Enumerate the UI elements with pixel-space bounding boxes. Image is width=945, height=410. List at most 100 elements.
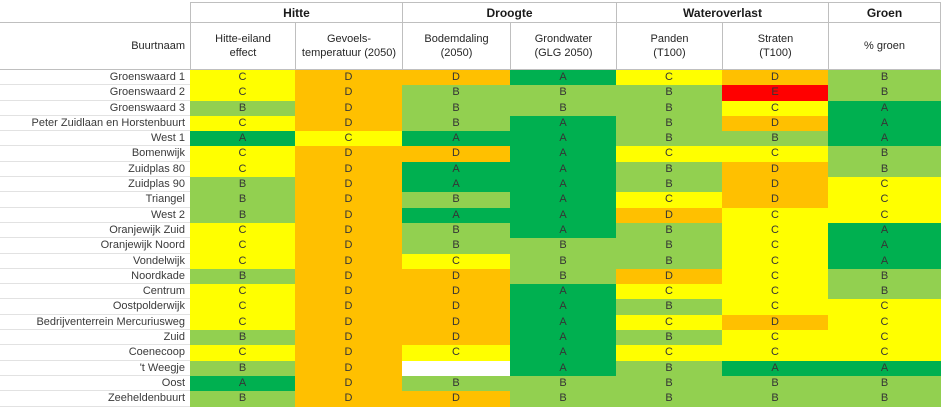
table-row: Bomenwijk C D D A C C B: [0, 146, 941, 162]
row-label-buurtnaam: Oranjewijk Noord: [0, 238, 190, 254]
grade-cell: D: [295, 238, 402, 254]
grade-cell: C: [616, 192, 722, 208]
grade-cell: B: [510, 100, 616, 116]
grade-cell: D: [616, 207, 722, 223]
grade-cell: B: [190, 330, 295, 346]
grade-cell: D: [295, 192, 402, 208]
table-row: Zuid B D D A B C C: [0, 330, 941, 346]
grade-cell: C: [828, 192, 941, 208]
row-label-buurtnaam: Bedrijventerrein Mercuriusweg: [0, 315, 190, 331]
grade-cell: A: [828, 222, 941, 239]
table-row: Zeeheldenbuurt B D D B B B B: [0, 391, 941, 407]
row-label-buurtnaam: Bomenwijk: [0, 146, 190, 162]
grade-cell: A: [510, 345, 616, 361]
grade-cell: B: [510, 253, 616, 269]
grade-cell: C: [190, 222, 295, 239]
grade-cell: B: [616, 299, 722, 315]
column-header-bodemdaling: Bodemdaling (2050): [402, 23, 510, 69]
table-row: Peter Zuidlaan en Horstenbuurt C D B A B D A: [0, 115, 941, 132]
grade-cell: A: [828, 238, 941, 254]
grade-cell: C: [190, 299, 295, 315]
row-label-buurtnaam: West 1: [0, 131, 190, 147]
grade-cell: D: [295, 391, 402, 407]
grade-cell: B: [828, 284, 941, 300]
grade-cell: D: [722, 177, 828, 193]
grade-cell: D: [722, 192, 828, 208]
grade-cell: A: [510, 284, 616, 300]
grade-cell: D: [722, 314, 828, 331]
grade-cell: C: [190, 70, 295, 86]
header-group-droogte: Droogte: [402, 2, 616, 23]
grade-cell: A: [722, 360, 828, 376]
grade-cell: B: [510, 375, 616, 392]
grade-cell: B: [722, 391, 828, 407]
grade-cell: C: [828, 314, 941, 331]
grade-cell: B: [616, 161, 722, 178]
grade-cell: A: [402, 131, 510, 147]
row-label-buurtnaam: Groenswaard 1: [0, 70, 190, 86]
table-row: Zuidplas 90 B D A A B D C: [0, 177, 941, 193]
row-label-buurtnaam: Coenecoop: [0, 345, 190, 361]
grade-cell: D: [295, 177, 402, 193]
grade-cell: C: [722, 207, 828, 223]
grade-cell: D: [402, 299, 510, 315]
grade-cell: C: [295, 131, 402, 147]
grade-cell: C: [722, 345, 828, 361]
grade-cell: C: [190, 238, 295, 254]
grade-cell: A: [402, 161, 510, 178]
table-row: Oranjewijk Zuid C D B A B C A: [0, 222, 941, 239]
row-label-buurtnaam: Triangel: [0, 192, 190, 208]
grade-cell: B: [402, 85, 510, 101]
grade-cell: B: [510, 268, 616, 285]
grade-cell: D: [295, 345, 402, 361]
grade-cell: B: [190, 360, 295, 376]
row-label-buurtnaam: West 2: [0, 208, 190, 223]
grade-cell: C: [616, 345, 722, 361]
grade-cell: A: [510, 222, 616, 239]
header-group-spacer: [0, 2, 190, 23]
row-label-buurtnaam: 't Weegje: [0, 361, 190, 376]
grade-cell: A: [190, 131, 295, 147]
row-label-buurtnaam: Centrum: [0, 284, 190, 300]
table-row: Noordkade B D D B D C B: [0, 268, 941, 285]
grade-cell: A: [828, 115, 941, 132]
grade-cell: A: [510, 192, 616, 208]
table-row: Triangel B D B A C D C: [0, 192, 941, 208]
grade-cell: C: [190, 314, 295, 331]
grade-cell: D: [295, 207, 402, 223]
grade-cell: B: [402, 238, 510, 254]
grade-cell: D: [295, 161, 402, 178]
grade-cell: D: [402, 70, 510, 86]
grade-cell: D: [722, 70, 828, 86]
grade-cell: D: [295, 330, 402, 346]
grade-cell: C: [722, 222, 828, 239]
row-label-buurtnaam: Vondelwijk: [0, 254, 190, 269]
grade-cell: A: [510, 146, 616, 162]
grade-cell: C: [190, 284, 295, 300]
table-row: 't Weegje B D A B A A: [0, 360, 941, 376]
grade-cell: D: [295, 360, 402, 376]
grade-cell: A: [828, 100, 941, 116]
grade-cell: B: [510, 85, 616, 101]
grade-cell: B: [402, 100, 510, 116]
grade-cell: D: [722, 115, 828, 132]
column-header-hitte-eiland-effect: Hitte-eiland effect: [190, 23, 295, 69]
grade-cell: C: [722, 146, 828, 162]
grade-cell: B: [510, 391, 616, 407]
table-row: Vondelwijk C D C B B C A: [0, 253, 941, 269]
grade-cell: C: [190, 253, 295, 269]
grade-cell: D: [402, 268, 510, 285]
grade-cell: A: [828, 253, 941, 269]
row-label-buurtnaam: Noordkade: [0, 269, 190, 285]
grade-cell: B: [190, 391, 295, 407]
grade-cell: C: [190, 115, 295, 132]
grade-cell: A: [510, 70, 616, 86]
grade-cell: D: [295, 70, 402, 86]
grade-cell: D: [295, 284, 402, 300]
grade-cell: B: [402, 115, 510, 132]
